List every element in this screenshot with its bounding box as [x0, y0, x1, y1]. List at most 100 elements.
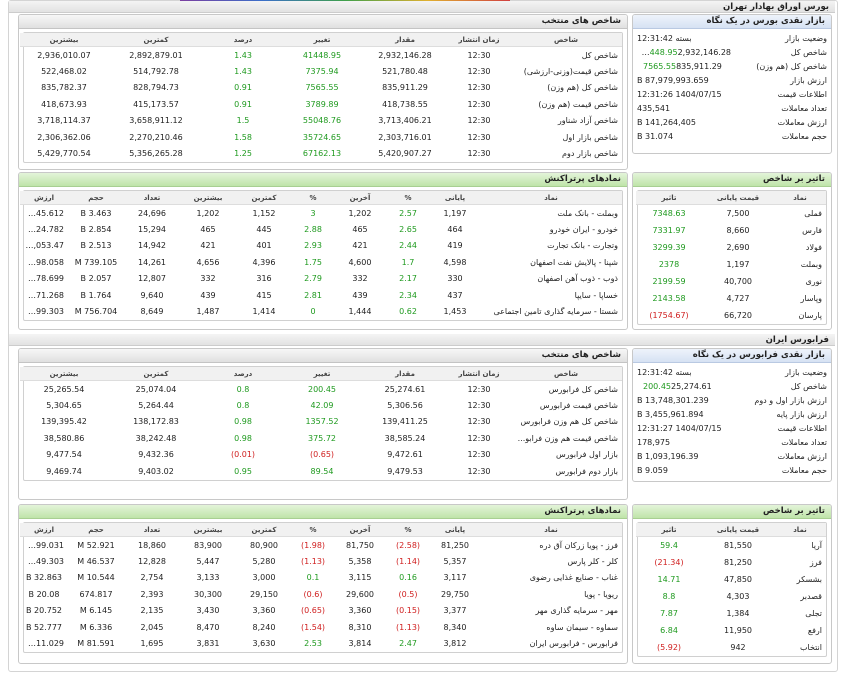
table-row: شاخص کل هم وزن فرابورس 12:30 139,411.25 135…: [20, 414, 622, 431]
table-cell: 439: [200, 290, 216, 300]
table-cell: آریا: [811, 540, 822, 550]
index-impact: تاثیر بر شاخص نماد قیمت پایانی تاثیر آریا 81,…: [632, 504, 832, 664]
table-row: مهر - سرمایه گذاری مهر 3,377 (0.15) 3,360 (0…: [20, 603, 622, 620]
header-row: نماد قیمت پایانی تاثیر: [636, 523, 826, 537]
table-cell: 5,357: [443, 556, 467, 566]
table-cell: 35724.65: [302, 132, 342, 142]
column-header: آخرین: [334, 191, 386, 205]
table-cell: 4,600: [348, 257, 372, 267]
table-row: قصدبر 4,303 8.8: [636, 588, 826, 605]
table-cell: 1.764 B: [80, 290, 112, 300]
table-cell: 12,807: [138, 274, 166, 284]
table-cell: 12:30: [467, 400, 491, 410]
panel-title: تاثیر بر شاخص: [633, 505, 831, 519]
table-cell: 316: [256, 274, 272, 284]
table-row: ریویا - پویا 29,750 (0.5) 29,600 (0.6) 29,150…: [20, 586, 622, 603]
table-cell: 828,794.73: [133, 83, 179, 93]
table-cell: خساپا - سایپا: [574, 290, 618, 300]
table-frame: شاخص زمان انتشار مقدار تغییر درصد کمترین بیشتر…: [20, 32, 623, 163]
table-cell: 4,299.031 B: [20, 540, 64, 550]
table-cell: 3,814: [348, 639, 372, 649]
column-header: قیمت پایانی: [702, 191, 774, 205]
table-cell: 38,585.24: [384, 433, 426, 443]
table-cell: شستا - سرمایه گذاری تامین اجتماعی: [493, 307, 618, 317]
table-cell: 4,598: [443, 257, 467, 267]
table-cell: 418,673.93: [41, 99, 87, 109]
table-cell: ارفع: [807, 625, 822, 635]
overview-value-cell: 87,979,993.659 B: [633, 73, 735, 87]
table-row: شپنا - پالایش نفت اصفهان 4,598 1.7 4,600 1.7…: [20, 254, 622, 271]
table-cell: 1.7: [401, 257, 415, 267]
table-cell: 2.93: [304, 241, 322, 251]
table-cell: فرز: [809, 557, 822, 567]
column-header: پایانی: [430, 523, 480, 537]
table-cell: 9,477.54: [46, 450, 82, 460]
column-header: زمان انتشار: [448, 33, 510, 47]
table-cell: 14,942: [138, 241, 166, 251]
column-header: کمترین: [236, 191, 292, 205]
table-cell: 1.43: [234, 50, 252, 60]
table-frame: نماد قیمت پایانی تاثیر آریا 81,550 59.4 فرز 81,…: [636, 522, 827, 657]
table-cell: 18,860: [138, 540, 166, 550]
table-cell: 1,414: [252, 307, 276, 317]
table-cell: (5.92): [656, 642, 682, 652]
column-header: مقدار: [362, 33, 448, 47]
table-cell: (1.54): [300, 622, 326, 632]
table-cell: 52.777 B: [25, 622, 63, 632]
table-cell: انتخاب: [800, 642, 822, 652]
column-header: تغییر: [282, 367, 362, 381]
table-cell: 521,780.48: [382, 66, 428, 76]
column-header: تاثیر: [636, 523, 702, 537]
table-cell: 464: [447, 224, 463, 234]
table-row: فرابورس - فرابورس ایران 3,812 2.47 3,814 2.5…: [20, 636, 622, 653]
table-cell: 12:30: [467, 50, 491, 60]
panel-title: تاثیر بر شاخص: [633, 173, 831, 187]
column-header: ارزش: [20, 523, 68, 537]
overview-row: ارزش معاملات 1,093,196.39 B: [633, 449, 831, 463]
table-cell: شاخص کل: [581, 50, 618, 60]
table-cell: 1,453: [443, 307, 467, 317]
overview-table: وضعیت بازار بسته 12:31:42 شاخص کل 41448.952…: [633, 31, 831, 143]
table-frame: نماد پایانی% آخرین% کمترین بیشترین تعداد حجم ار…: [20, 522, 623, 653]
table-cell: 4,396: [252, 257, 276, 267]
table-cell: (1.13): [300, 556, 326, 566]
overview-value: 25,274.61: [671, 381, 712, 391]
header-row: نماد پایانی% آخرین% کمترین بیشترین تعداد حجم ار…: [20, 523, 622, 537]
overview-value-cell: 200.4525,274.61: [633, 379, 735, 393]
column-header: تاثیر: [636, 191, 702, 205]
table-cell: 401: [256, 241, 272, 251]
table-cell: 4,303: [726, 591, 750, 601]
overview-label: حجم معاملات: [781, 131, 827, 141]
table-row: شاخص بازار دوم 12:30 5,420,907.27 67162.13 1…: [20, 146, 622, 163]
table-cell: 2.44: [399, 241, 417, 251]
table-cell: 29,750: [441, 589, 469, 599]
table-cell: (0.65): [309, 450, 335, 460]
table-cell: 8,310: [348, 622, 372, 632]
table-cell: شاخص قیمت فرابورس: [539, 400, 618, 410]
table-cell: 2.57: [399, 208, 417, 218]
table-cell: 1,444: [348, 307, 372, 317]
table-cell: 678.699 B: [22, 274, 64, 284]
table-cell: (1.14): [395, 556, 421, 566]
overview-label: ارزش معاملات: [777, 117, 827, 127]
column-header: زمان انتشار: [448, 367, 510, 381]
table-cell: 1,487: [196, 307, 220, 317]
table-cell: 2.854 B: [80, 224, 112, 234]
section-title: بورس اوراق بهادار تهران: [9, 1, 835, 13]
overview-value: 2,932,146.28: [677, 47, 731, 57]
table-cell: خودرو - ایران خودرو: [549, 224, 618, 234]
column-header: بیشترین: [20, 367, 108, 381]
table-cell: 3,718,114.37: [37, 116, 91, 126]
panel-title: شاخص های منتخب: [19, 15, 627, 29]
overview-change: 7565.55: [643, 61, 677, 71]
table-row: فولاد 2,690 3299.39: [636, 239, 826, 256]
table-cell: 5,447: [196, 556, 220, 566]
table-cell: 2,936,010.07: [37, 50, 91, 60]
table-cell: (1.13): [395, 622, 421, 632]
overview-label: اطلاعات قیمت: [777, 89, 827, 99]
overview-row: وضعیت بازار بسته 12:31:42: [633, 31, 831, 45]
table-cell: 2,306,362.06: [37, 132, 91, 142]
table-cell: 59.4: [660, 540, 678, 550]
table-cell: (0.65): [300, 606, 326, 616]
table-cell: فارس: [802, 225, 822, 235]
